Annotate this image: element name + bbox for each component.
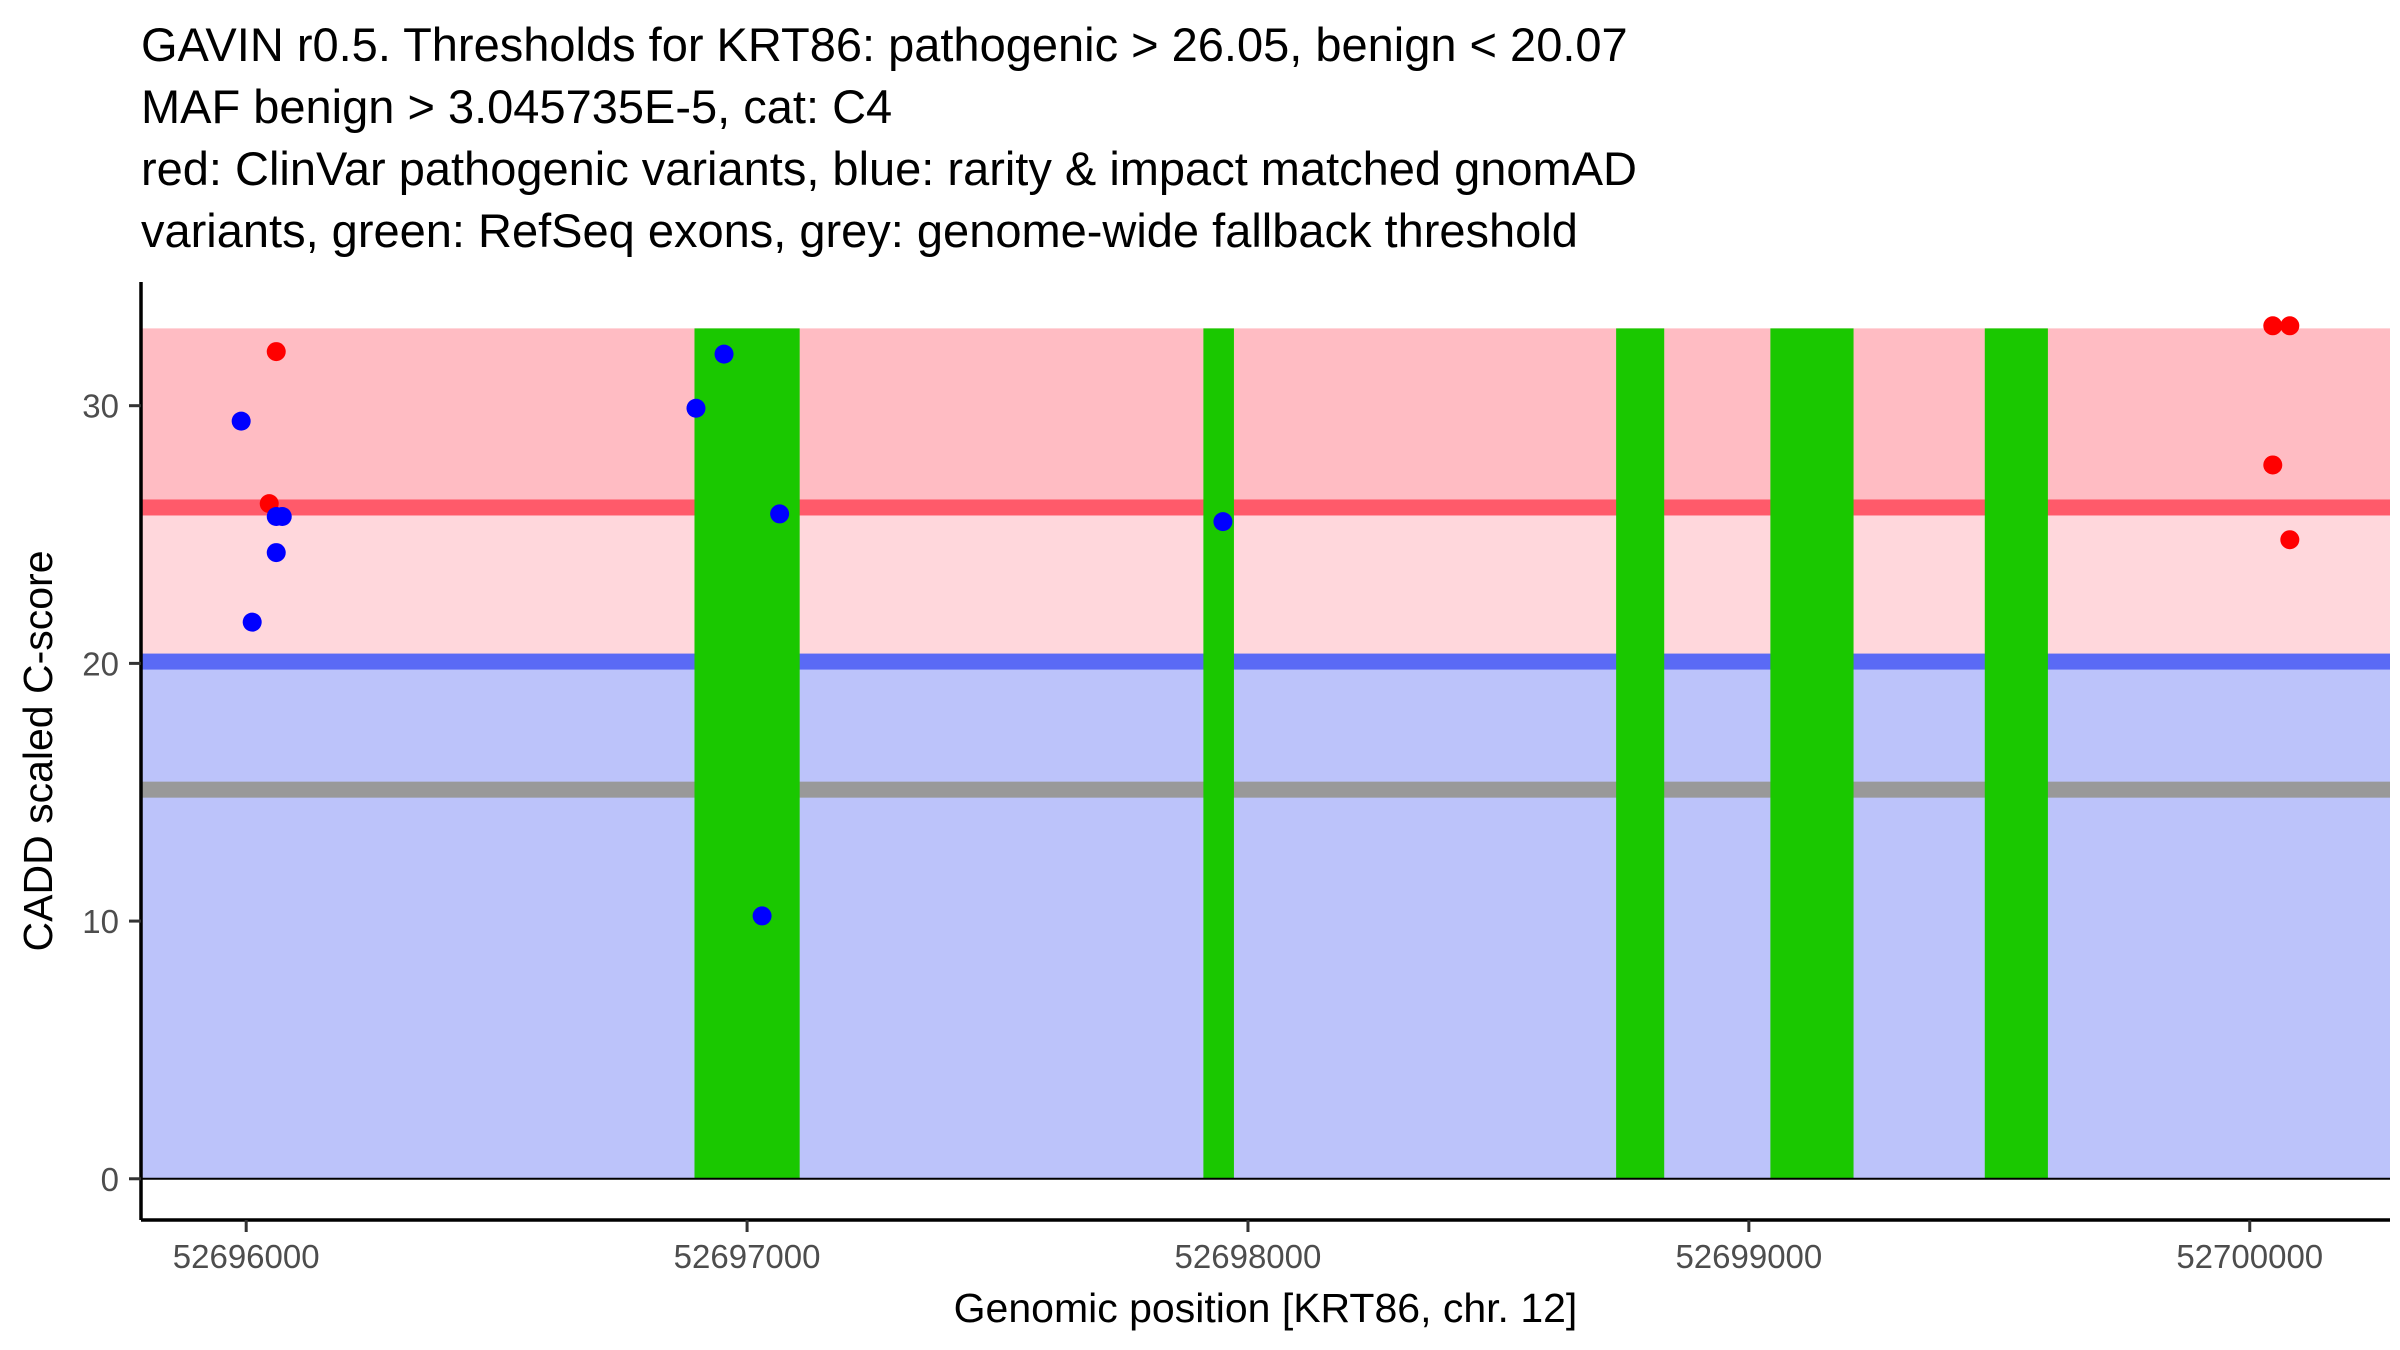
exon-bar-5 [1984, 328, 2048, 1179]
exon-bar-3 [1616, 328, 1665, 1179]
benign-zone-band [141, 661, 2390, 1179]
benign-threshold-line [141, 653, 2390, 670]
threshold-bands [141, 328, 2390, 1179]
gnomad-point [1213, 512, 1233, 532]
exon-bar-4 [1770, 328, 1854, 1179]
pathogenic-zone-band [141, 328, 2390, 508]
title-line-2: MAF benign > 3.045735E-5, cat: C4 [141, 80, 893, 133]
axis-ticks: 0 10 20 30 52696000 52697000 52698000 52699000 5… [82, 388, 2323, 1275]
gnomad-point [752, 906, 772, 926]
y-tick-label: 20 [82, 645, 119, 682]
gnomad-point [686, 398, 706, 418]
clinvar-point [2263, 316, 2283, 336]
y-tick-label: 30 [82, 388, 119, 425]
clinvar-point [2280, 530, 2300, 550]
x-tick-label: 52696000 [173, 1238, 320, 1275]
title-line-4: variants, green: RefSeq exons, grey: gen… [141, 204, 1578, 257]
x-tick-label: 52699000 [1675, 1238, 1822, 1275]
variant-points [231, 316, 2300, 926]
x-axis-title: Genomic position [KRT86, chr. 12] [954, 1285, 1578, 1331]
gnomad-point [231, 411, 251, 431]
pathogenic-threshold-line [141, 499, 2390, 516]
y-tick-label: 0 [101, 1161, 119, 1198]
uncertain-zone-band [141, 507, 2390, 662]
exon-bar-1 [694, 328, 800, 1179]
y-tick-label: 10 [82, 903, 119, 940]
clinvar-point [2263, 455, 2283, 475]
fallback-threshold-line [141, 781, 2390, 798]
title-line-3: red: ClinVar pathogenic variants, blue: … [141, 142, 1637, 195]
gnomad-point [272, 507, 292, 526]
gnomad-point [266, 543, 286, 563]
gnomad-point [770, 504, 790, 524]
x-tick-label: 52698000 [1175, 1238, 1322, 1275]
clinvar-point [2280, 316, 2300, 336]
exon-bars [694, 328, 2048, 1179]
gnomad-point [242, 612, 262, 632]
gnomad-point [714, 344, 734, 364]
y-axis-title: CADD scaled C-score [15, 551, 61, 952]
clinvar-point [266, 342, 286, 362]
x-tick-label: 52697000 [674, 1238, 821, 1275]
chart-title: GAVIN r0.5. Thresholds for KRT86: pathog… [141, 14, 1637, 262]
axes [139, 282, 2390, 1222]
x-tick-label: 52700000 [2176, 1238, 2323, 1275]
title-line-1: GAVIN r0.5. Thresholds for KRT86: pathog… [141, 18, 1628, 71]
exon-bar-2 [1203, 328, 1234, 1179]
